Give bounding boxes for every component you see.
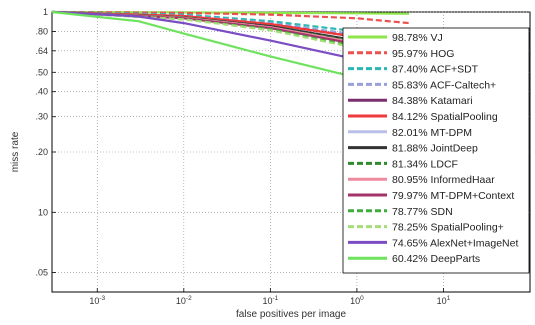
legend: 98.78% VJ 95.97% HOG 87.40% ACF+SDT 85.83% … [342, 27, 530, 274]
series-line [51, 10, 410, 25]
legend-box [342, 27, 530, 274]
legend-entry-label: 98.78% VJ [392, 32, 443, 44]
legend-entry-label: 81.34% LDCF [392, 158, 458, 170]
legend-entry-label: 79.97% MT-DPM+Context [392, 190, 514, 202]
legend-entry-label: 78.77% SDN [392, 206, 453, 218]
series-line [51, 10, 410, 15]
y-tick-label: 10 [38, 207, 48, 217]
y-tick-label: 1 [43, 7, 48, 17]
legend-entry-label: 82.01% MT-DPM [392, 127, 472, 139]
legend-entry-label: 87.40% ACF+SDT [392, 64, 479, 76]
y-tick-label: .30 [35, 112, 48, 122]
legend-entry-label: 81.88% JointDeep [392, 143, 478, 155]
y-tick-label: .05 [35, 268, 48, 278]
legend-entry-label: 95.97% HOG [392, 48, 454, 60]
y-tick-label: .64 [35, 46, 48, 56]
series-line [51, 10, 384, 40]
x-axis-label: false positives per image [236, 309, 346, 320]
x-tick-label: 101 [437, 295, 451, 306]
legend-entry-label: 84.12% SpatialPooling [392, 111, 498, 123]
y-tick-label: .20 [35, 147, 48, 157]
legend-entry-label: 78.25% SpatialPooling+ [392, 222, 504, 234]
x-tick-label: 10-2 [176, 295, 192, 306]
y-tick-label: .50 [35, 67, 48, 77]
y-axis-label: miss rate [10, 131, 21, 172]
x-tick-label: 100 [350, 295, 364, 306]
axis-ticks: 10-3 10-2 10-1 100 101 1 .80 .64 .50 .40 .30 .20 10.… [35, 7, 450, 306]
y-tick-label: .40 [35, 87, 48, 97]
legend-entry-label: 84.38% Katamari [392, 95, 473, 107]
legend-entry-label: 80.95% InformedHaar [392, 174, 495, 186]
x-tick-label: 10-1 [262, 295, 278, 306]
y-tick-label: .80 [35, 26, 48, 36]
legend-entry-label: 60.42% DeepParts [392, 253, 480, 265]
x-tick-label: 10-3 [89, 295, 105, 306]
legend-entry-label: 74.65% AlexNet+ImageNet [392, 237, 518, 249]
legend-entry-label: 85.83% ACF-Caltech+ [392, 79, 496, 91]
series-line [51, 10, 358, 79]
